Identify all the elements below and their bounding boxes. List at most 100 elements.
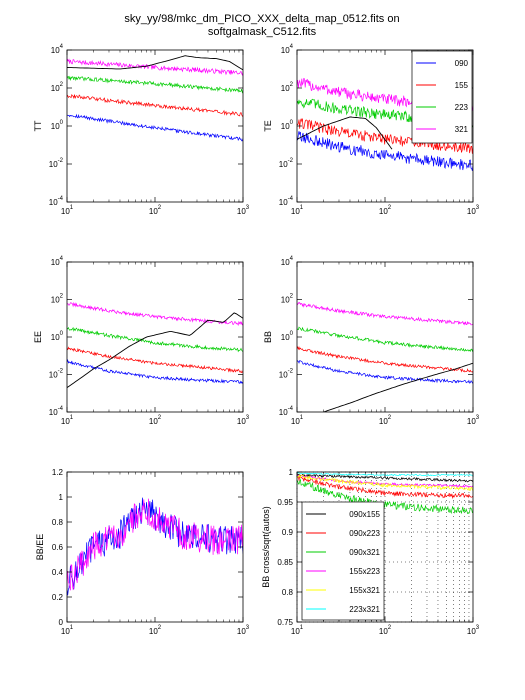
- y-tick-label-exp: 0: [60, 120, 64, 126]
- x-tick-label-exp: 3: [476, 415, 480, 421]
- y-tick-label-base: 10: [51, 46, 60, 55]
- plot-area: [67, 50, 243, 202]
- series-line-090: [67, 359, 243, 385]
- series-line-321: [67, 58, 243, 76]
- y-tick-label-base: 10: [281, 84, 290, 93]
- y-tick-label: 100: [281, 120, 294, 131]
- series-line-theory: [323, 362, 473, 412]
- x-tick-label-exp: 2: [388, 415, 392, 421]
- figure-title-line2: softgalmask_C512.fits: [208, 26, 317, 38]
- y-tick-label-exp: 2: [290, 82, 294, 88]
- series-line-090x223: [297, 475, 473, 500]
- x-tick-label-exp: 3: [476, 205, 480, 211]
- y-tick-label: 100: [51, 120, 64, 131]
- x-tick-label: 102: [149, 625, 162, 636]
- y-tick-label-exp: 4: [60, 44, 64, 50]
- y-tick-label-base: 10: [279, 198, 288, 207]
- x-tick-label: 102: [149, 415, 162, 426]
- y-tick-label-exp: 4: [290, 256, 294, 262]
- y-tick-label-base: 10: [279, 160, 288, 169]
- legend-label-090: 090: [455, 59, 469, 68]
- series-line-155x321: [297, 473, 473, 491]
- x-tick-label-exp: 1: [70, 625, 74, 631]
- legend-label-155x321: 155x321: [349, 586, 380, 595]
- series-line-theory: [67, 312, 243, 388]
- series-line-090x321: [297, 478, 473, 515]
- series-line-theory: [297, 116, 393, 150]
- series-group: [67, 301, 243, 388]
- y-tick-label-base: 10: [51, 258, 60, 267]
- y-tick-label: 10-2: [279, 369, 294, 380]
- series-group: [297, 301, 473, 412]
- x-tick-label: 101: [61, 205, 74, 216]
- y-tick-label-base: 10: [51, 122, 60, 131]
- y-tick-label: 1.2: [52, 468, 64, 477]
- y-axis-label: BB/EE: [35, 534, 45, 561]
- y-tick-label: 0.95: [277, 498, 293, 507]
- x-tick-label: 101: [61, 625, 74, 636]
- y-tick-label: 104: [51, 256, 64, 267]
- series-line-223: [297, 326, 473, 353]
- series-line-223: [67, 326, 243, 353]
- x-tick-label: 102: [149, 205, 162, 216]
- x-tick-label: 103: [237, 625, 250, 636]
- plot-area: [67, 262, 243, 412]
- y-tick-label: 10-2: [49, 158, 64, 169]
- y-tick-label-exp: -2: [58, 158, 64, 164]
- legend-label-090x223: 090x223: [349, 529, 380, 538]
- figure-title-line1: sky_yy/98/mkc_dm_PICO_XXX_delta_map_0512…: [124, 13, 399, 25]
- x-tick-label-exp: 3: [246, 415, 250, 421]
- y-tick-label: 104: [51, 44, 64, 55]
- y-tick-label: 102: [51, 82, 64, 93]
- x-tick-label-exp: 1: [300, 625, 304, 631]
- y-tick-label-base: 10: [279, 408, 288, 417]
- legend: 090 155 223 321: [411, 50, 473, 144]
- y-tick-label-base: 10: [49, 408, 58, 417]
- y-axis-label: TE: [263, 120, 273, 132]
- x-tick-label-base: 10: [291, 207, 300, 216]
- x-tick-label-exp: 2: [158, 205, 162, 211]
- y-tick-label-exp: -4: [288, 406, 294, 412]
- y-tick-label-base: 10: [49, 371, 58, 380]
- y-tick-label-exp: -2: [288, 369, 294, 375]
- y-tick-label-exp: -4: [288, 196, 294, 202]
- x-tick-label: 103: [237, 205, 250, 216]
- y-tick-label: 1: [289, 468, 294, 477]
- series-line-090: [297, 131, 473, 171]
- x-tick-label-exp: 1: [300, 415, 304, 421]
- y-tick-label: 10-4: [279, 196, 294, 207]
- x-tick-label-exp: 3: [246, 205, 250, 211]
- y-tick-label-exp: 0: [290, 120, 294, 126]
- legend-box: [301, 501, 385, 621]
- x-tick-label-exp: 1: [70, 205, 74, 211]
- y-tick-label-base: 10: [51, 84, 60, 93]
- y-tick-label: 1: [59, 493, 64, 502]
- y-tick-label-base: 10: [49, 198, 58, 207]
- y-axis-label: EE: [33, 331, 43, 343]
- series-line-155: [67, 93, 243, 117]
- y-tick-label-exp: -2: [288, 158, 294, 164]
- y-tick-label-exp: 2: [60, 82, 64, 88]
- series-group: [67, 497, 243, 596]
- y-tick-label-exp: 0: [290, 331, 294, 337]
- y-tick-label: 0.85: [277, 558, 293, 567]
- x-tick-label-base: 10: [237, 627, 246, 636]
- y-tick-label: 0.75: [277, 618, 293, 627]
- x-tick-label-exp: 2: [388, 625, 392, 631]
- y-tick-label-base: 10: [281, 296, 290, 305]
- y-tick-label: 100: [281, 331, 294, 342]
- series-line-090: [297, 360, 473, 384]
- series-line-090: [67, 113, 243, 142]
- legend: 090x155 090x223 090x321 155x223 155x321 223x3…: [301, 501, 385, 621]
- series-line-321: [67, 498, 243, 591]
- x-tick-label-base: 10: [149, 627, 158, 636]
- x-tick-label: 103: [237, 415, 250, 426]
- y-tick-label: 10-4: [49, 196, 64, 207]
- x-tick-label-base: 10: [379, 627, 388, 636]
- x-tick-label-exp: 3: [476, 625, 480, 631]
- legend-label-223x321: 223x321: [349, 605, 380, 614]
- series-line-theory: [67, 55, 243, 71]
- series-line-155: [67, 346, 243, 374]
- y-tick-label-exp: -4: [58, 406, 64, 412]
